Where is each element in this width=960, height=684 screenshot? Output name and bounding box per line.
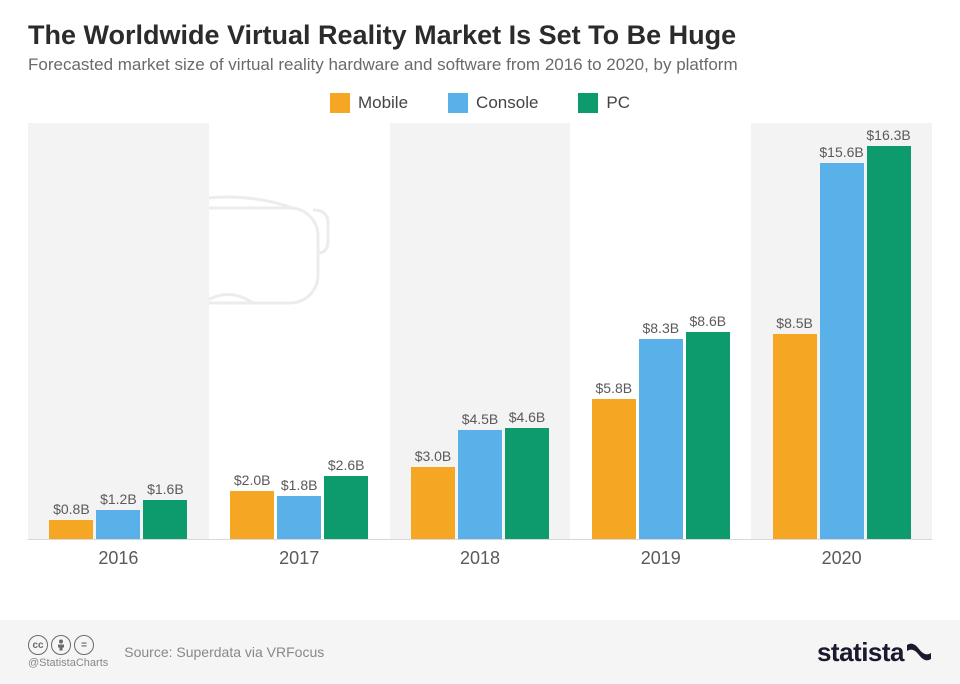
bar-wrap: $4.5B [458, 411, 502, 539]
legend-swatch [578, 93, 598, 113]
bar-value-label: $1.2B [100, 491, 137, 507]
bar-console [458, 430, 502, 539]
year-label: 2018 [390, 539, 571, 573]
bar-value-label: $15.6B [819, 144, 863, 160]
by-icon [51, 635, 71, 655]
legend-label: Mobile [358, 93, 408, 113]
bar-value-label: $8.5B [776, 315, 813, 331]
year-label: 2019 [570, 539, 751, 573]
bar-value-label: $8.3B [642, 320, 679, 336]
bars-row: $8.5B $15.6B$16.3B [751, 123, 932, 539]
year-label: 2020 [751, 539, 932, 573]
bar-wrap: $1.6B [143, 481, 187, 539]
legend-item-console: Console [448, 93, 538, 113]
bars-row: $2.0B $1.8B $2.6B [209, 123, 390, 539]
legend-item-mobile: Mobile [330, 93, 408, 113]
bar-value-label: $16.3B [866, 127, 910, 143]
bar-value-label: $1.6B [147, 481, 184, 497]
bar-wrap: $15.6B [820, 144, 864, 539]
logo-wave-icon [906, 641, 932, 663]
bar-pc [867, 146, 911, 539]
bar-console [820, 163, 864, 539]
bar-wrap: $1.2B [96, 491, 140, 539]
year-group-2016: $0.8B $1.2B $1.6B 2016 [28, 123, 209, 573]
bar-value-label: $4.5B [462, 411, 499, 427]
bar-console [639, 339, 683, 539]
logo-text: statista [817, 637, 904, 668]
year-group-2019: $5.8B $8.3B $8.6B 2019 [570, 123, 751, 573]
bar-console [96, 510, 140, 539]
bar-value-label: $5.8B [595, 380, 632, 396]
bar-mobile [49, 520, 93, 539]
legend-item-pc: PC [578, 93, 630, 113]
bar-mobile [230, 491, 274, 539]
bar-pc [324, 476, 368, 539]
year-label: 2017 [209, 539, 390, 573]
year-group-2018: $3.0B $4.5B $4.6B 2018 [390, 123, 571, 573]
bar-console [277, 496, 321, 539]
bar-chart: $0.8B$1.2B$1.6B2016$2.0B$1.8B$2.6B2017$3… [28, 123, 932, 573]
statista-logo: statista [817, 637, 932, 668]
bar-mobile [592, 399, 636, 539]
page-title: The Worldwide Virtual Reality Market Is … [28, 20, 932, 51]
footer-handle: @StatistaCharts [28, 657, 108, 669]
bar-wrap: $3.0B [411, 448, 455, 539]
page-subtitle: Forecasted market size of virtual realit… [28, 55, 932, 75]
bar-pc [686, 332, 730, 539]
bar-wrap: $16.3B [867, 127, 911, 539]
nd-icon: = [74, 635, 94, 655]
year-label: 2016 [28, 539, 209, 573]
year-group-2020: $8.5B $15.6B$16.3B 2020 [751, 123, 932, 573]
bar-pc [505, 428, 549, 539]
bar-mobile [773, 334, 817, 539]
bar-wrap: $0.8B [49, 501, 93, 539]
bar-pc [143, 500, 187, 539]
footer: cc = @StatistaCharts Source: Superdata v… [0, 620, 960, 684]
bar-wrap: $5.8B [592, 380, 636, 539]
bar-wrap: $2.0B [230, 472, 274, 539]
legend-label: PC [606, 93, 630, 113]
cc-license-icons: cc = [28, 635, 98, 655]
year-group-2017: $2.0B $1.8B $2.6B 2017 [209, 123, 390, 573]
bar-value-label: $1.8B [281, 477, 318, 493]
bar-wrap: $2.6B [324, 457, 368, 539]
bar-value-label: $4.6B [509, 409, 546, 425]
bar-wrap: $1.8B [277, 477, 321, 539]
bar-value-label: $3.0B [415, 448, 452, 464]
legend: Mobile Console PC [28, 93, 932, 113]
bars-row: $0.8B $1.2B $1.6B [28, 123, 209, 539]
bar-value-label: $0.8B [53, 501, 90, 517]
footer-source: Source: Superdata via VRFocus [124, 644, 324, 660]
legend-label: Console [476, 93, 538, 113]
bar-wrap: $8.6B [686, 313, 730, 539]
bar-value-label: $8.6B [689, 313, 726, 329]
legend-swatch [330, 93, 350, 113]
legend-swatch [448, 93, 468, 113]
bars-row: $5.8B $8.3B $8.6B [570, 123, 751, 539]
bar-wrap: $4.6B [505, 409, 549, 539]
bar-wrap: $8.5B [773, 315, 817, 539]
bar-mobile [411, 467, 455, 539]
cc-icon: cc [28, 635, 48, 655]
bar-wrap: $8.3B [639, 320, 683, 539]
bars-row: $3.0B $4.5B $4.6B [390, 123, 571, 539]
bar-value-label: $2.0B [234, 472, 271, 488]
bar-value-label: $2.6B [328, 457, 365, 473]
